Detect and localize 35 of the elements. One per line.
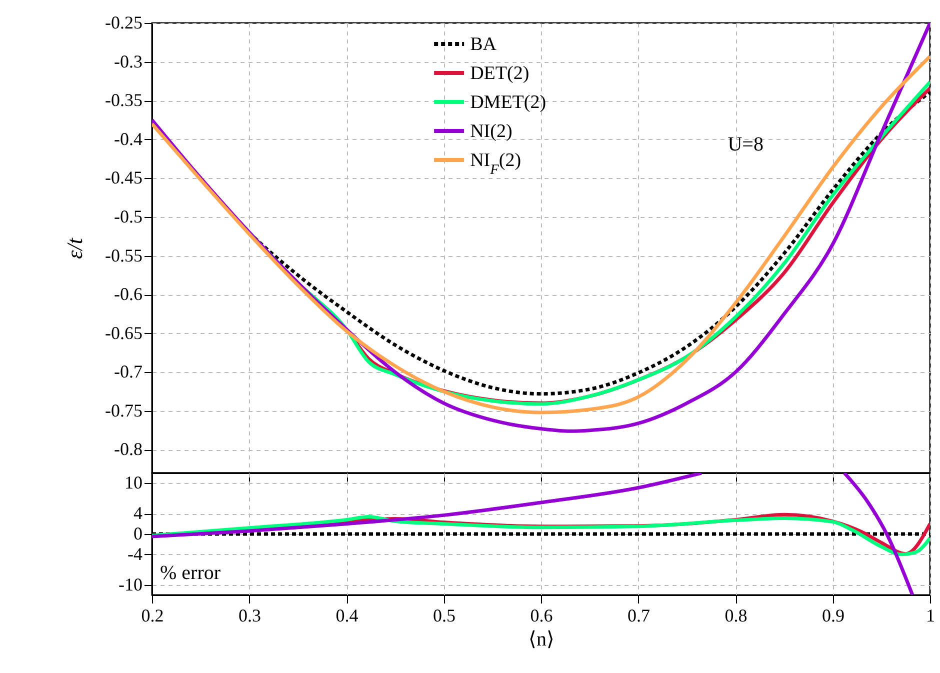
y-tick-label: -0.7 [114,362,142,382]
y-tick-label: -0.65 [105,322,142,343]
y-tick-label: -0.45 [105,168,142,188]
x-tick-label: 1 [926,606,935,626]
y-tick-label: -0.35 [105,90,142,110]
x-tick-label: 0.9 [822,606,844,626]
x-tick-label: 0.2 [141,606,164,626]
y-tick-label: 0 [134,524,142,544]
legend-label: NI(2) [470,121,512,142]
y-tick-label: -0.8 [114,439,142,460]
annotation: U=8 [728,134,764,156]
x-tick-label: 0.4 [336,606,358,626]
legend-label: NI$_{F}$(2) [470,150,522,178]
y-tick-label: -0.4 [114,128,142,149]
y-tick-label: -0.3 [114,51,142,72]
x-tick-label: 0.5 [433,606,456,626]
legend-label: DET(2) [470,63,530,84]
x-tick-label: 0.7 [628,606,650,626]
legend-label: BA [470,34,497,55]
x-tick-label: 0.8 [724,606,748,626]
y-tick-label: -0.75 [105,400,142,420]
x-axis-title: ⟨n⟩ [528,628,554,650]
y-tick-label: -0.5 [114,206,142,226]
legend-label: DMET(2) [470,92,546,113]
y-tick-label: 4 [134,503,142,524]
y-axis-title: ε/t [62,237,88,259]
y-tick-label: -10 [118,574,142,594]
annotation: % error [160,562,221,584]
y-tick-label: -0.55 [105,245,142,266]
y-tick-label: -4 [128,544,142,564]
x-tick-label: 0.3 [238,606,261,626]
y-tick-label: -0.25 [105,12,142,32]
y-tick-label: 10 [124,472,142,493]
x-tick-label: 0.6 [530,606,553,626]
y-tick-label: -0.6 [114,284,142,304]
